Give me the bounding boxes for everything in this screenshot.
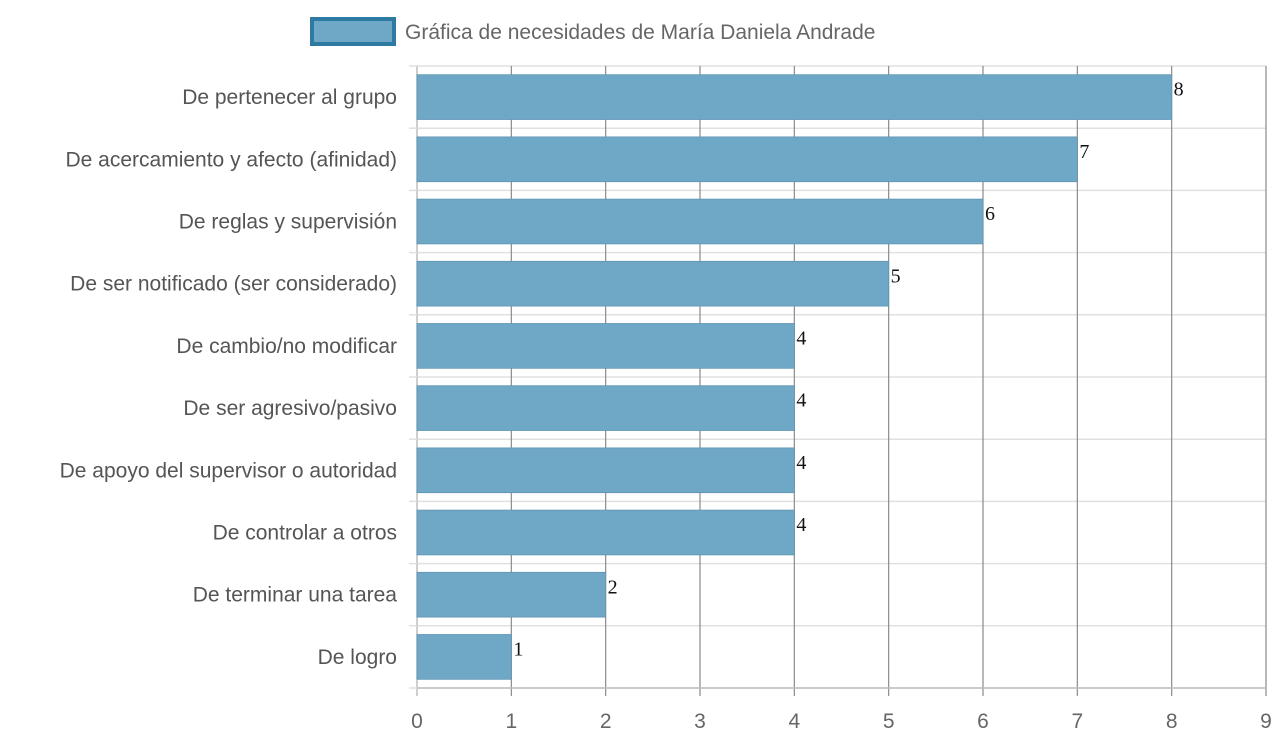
category-label: De reglas y supervisión <box>179 211 397 234</box>
category-label: De ser notificado (ser considerado) <box>70 273 397 296</box>
x-tick-label: 3 <box>694 710 706 733</box>
data-label: 4 <box>796 452 806 474</box>
data-label: 2 <box>608 576 618 598</box>
data-label: 7 <box>1079 141 1089 163</box>
bar[interactable] <box>416 385 795 431</box>
data-label: 8 <box>1174 79 1184 101</box>
data-label: 5 <box>891 265 901 287</box>
x-tick-label: 9 <box>1260 710 1272 733</box>
data-label: 4 <box>796 328 806 350</box>
legend-label: Gráfica de necesidades de María Daniela … <box>405 21 875 44</box>
legend[interactable]: Gráfica de necesidades de María Daniela … <box>310 17 875 46</box>
x-tick-label: 6 <box>977 710 989 733</box>
bar[interactable] <box>416 509 795 556</box>
bar[interactable] <box>416 198 984 245</box>
x-tick-label: 7 <box>1071 710 1083 733</box>
category-label: De terminar una tarea <box>193 584 398 607</box>
x-tick-label: 4 <box>788 710 800 733</box>
bar[interactable] <box>416 571 607 618</box>
x-tick-label: 0 <box>411 710 423 733</box>
bar[interactable] <box>416 447 795 494</box>
category-labels: De pertenecer al grupo De acercamiento y … <box>60 86 398 669</box>
x-tick-label: 8 <box>1166 710 1178 733</box>
bar[interactable] <box>416 634 512 680</box>
data-label: 6 <box>985 203 995 225</box>
x-tick-label: 5 <box>883 710 895 733</box>
category-label: De acercamiento y afecto (afinidad) <box>66 148 398 171</box>
category-label: De apoyo del supervisor o autoridad <box>60 459 397 482</box>
bar[interactable] <box>416 136 1078 183</box>
legend-swatch <box>310 17 396 46</box>
category-label: De logro <box>318 646 397 669</box>
category-label: De pertenecer al grupo <box>182 86 397 109</box>
category-label: De cambio/no modificar <box>176 335 397 358</box>
category-label: De controlar a otros <box>213 522 397 545</box>
data-label: 1 <box>513 639 523 661</box>
category-label: De ser agresivo/pasivo <box>183 397 397 420</box>
x-tick-label: 1 <box>505 710 517 733</box>
value-labels: 8 7 6 5 4 4 4 4 2 1 <box>513 79 1183 661</box>
bar[interactable] <box>416 260 890 307</box>
bar[interactable] <box>416 74 1173 120</box>
x-axis-ticks: 0 1 2 3 4 5 6 7 8 9 <box>411 710 1272 733</box>
data-label: 4 <box>796 390 806 412</box>
bar[interactable] <box>416 323 795 369</box>
bars <box>416 74 1173 680</box>
data-label: 4 <box>796 514 806 536</box>
x-tick-label: 2 <box>600 710 612 733</box>
